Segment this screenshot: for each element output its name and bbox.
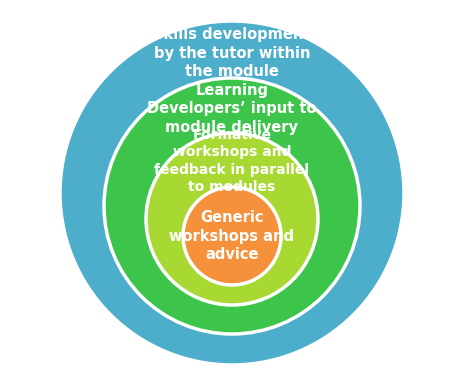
Text: Generic
workshops and
advice: Generic workshops and advice: [170, 210, 294, 262]
Text: Skills development
by the tutor within
the module: Skills development by the tutor within t…: [153, 27, 311, 79]
Text: Formative
workshops and
feedback in parallel
to modules: Formative workshops and feedback in para…: [154, 128, 310, 194]
Circle shape: [146, 133, 318, 305]
Circle shape: [183, 187, 281, 285]
Text: Learning
Developers’ input to
module delivery: Learning Developers’ input to module del…: [147, 83, 317, 135]
Circle shape: [60, 21, 404, 365]
Circle shape: [104, 78, 360, 334]
